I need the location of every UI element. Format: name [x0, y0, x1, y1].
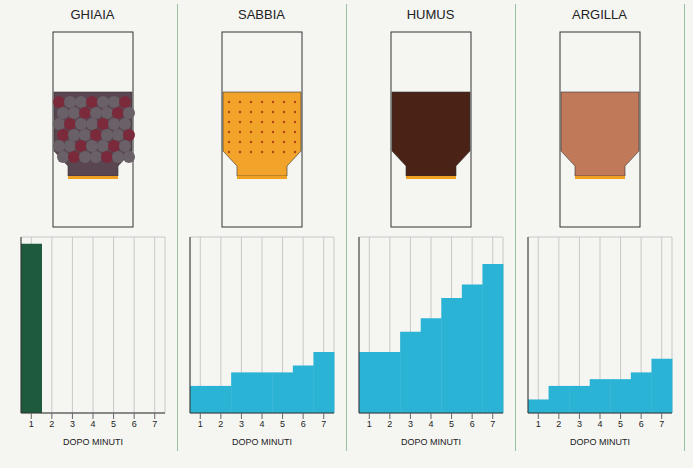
svg-text:2: 2	[49, 419, 54, 429]
svg-text:6: 6	[638, 419, 643, 429]
html-text:SABBIA: SABBIA	[238, 7, 285, 22]
svg-text:3: 3	[238, 419, 243, 429]
html-text:GHIAIA: GHIAIA	[70, 7, 115, 22]
html-text:ARGILLA: ARGILLA	[572, 7, 627, 22]
svg-text:3: 3	[407, 419, 412, 429]
svg-text:7: 7	[659, 419, 664, 429]
svg-text:5: 5	[111, 419, 116, 429]
svg-text:1: 1	[535, 419, 540, 429]
svg-text:2: 2	[556, 419, 561, 429]
svg-text:3: 3	[69, 419, 74, 429]
svg-text:5: 5	[449, 419, 454, 429]
svg-text:DOPO MINUTI: DOPO MINUTI	[401, 437, 461, 447]
svg-text:6: 6	[131, 419, 136, 429]
svg-text:DOPO MINUTI: DOPO MINUTI	[570, 437, 630, 447]
svg-text:6: 6	[300, 419, 305, 429]
svg-text:3: 3	[576, 419, 581, 429]
svg-text:4: 4	[428, 419, 433, 429]
svg-text:7: 7	[490, 419, 495, 429]
svg-text:1: 1	[28, 419, 33, 429]
svg-text:7: 7	[152, 419, 157, 429]
svg-text:5: 5	[280, 419, 285, 429]
svg-text:2: 2	[387, 419, 392, 429]
svg-text:5: 5	[618, 419, 623, 429]
svg-text:1: 1	[197, 419, 202, 429]
svg-text:1: 1	[366, 419, 371, 429]
svg-text:4: 4	[90, 419, 95, 429]
svg-text:4: 4	[597, 419, 602, 429]
svg-text:DOPO MINUTI: DOPO MINUTI	[232, 437, 292, 447]
svg-text:DOPO MINUTI: DOPO MINUTI	[63, 437, 123, 447]
svg-text:6: 6	[469, 419, 474, 429]
svg-text:2: 2	[218, 419, 223, 429]
svg-text:4: 4	[259, 419, 264, 429]
html-text:HUMUS: HUMUS	[406, 7, 455, 22]
svg-text:7: 7	[321, 419, 326, 429]
